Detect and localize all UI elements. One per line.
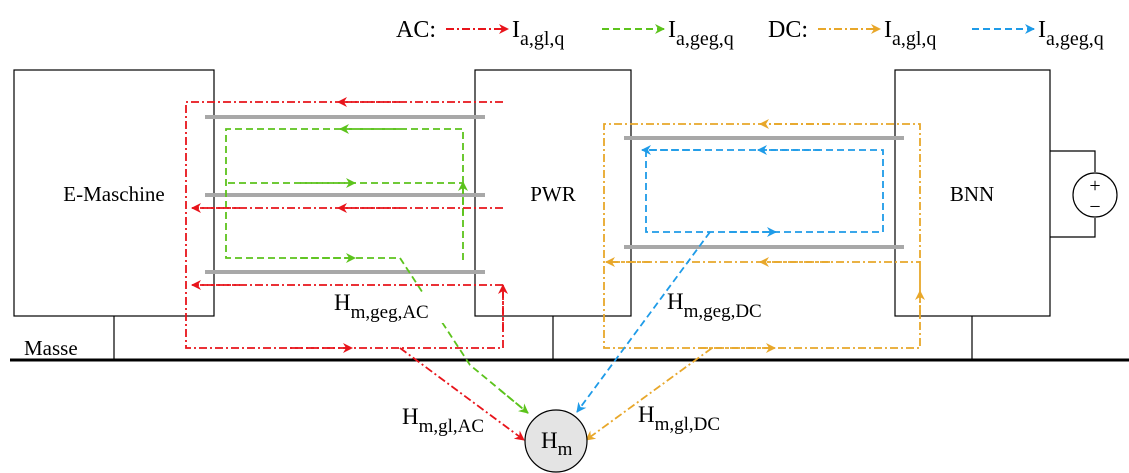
dc-gl-current: [585, 119, 925, 441]
battery-source: + −: [1050, 150, 1118, 238]
dc-gl-path: [603, 123, 921, 349]
dc-gl-arrow-to-hm: [585, 347, 713, 441]
legend-ac-label: AC:: [396, 17, 436, 43]
h-m-gl-dc-label: Hm,gl,DC: [638, 402, 720, 435]
h-m-gl-ac-label: Hm,gl,AC: [402, 404, 484, 437]
blocks: E-Maschine PWR BNN + − Masse: [10, 69, 1129, 362]
legend-ac-gl-text: Ia,gl,q: [512, 17, 564, 50]
pwr-label: PWR: [530, 182, 576, 206]
conductors: [205, 115, 904, 274]
dc-geg-current: [576, 145, 884, 413]
legend-ac-geg-text: Ia,geg,q: [668, 17, 734, 50]
bnn-label: BNN: [950, 182, 994, 206]
dc-geg-arrow-to-hm: [576, 231, 711, 413]
h-m-geg-ac-label: Hm,geg,AC: [334, 290, 429, 323]
legend-i-symbol: I: [668, 17, 676, 43]
legend-sub-gl: a,gl,q: [520, 28, 564, 50]
battery-plus: +: [1089, 175, 1100, 197]
geg-ac-label-bg: [332, 293, 464, 323]
ac-geg-path: [225, 128, 529, 414]
legend-sub-geg: a,geg,q: [676, 28, 734, 50]
legend-sub-geg: a,geg,q: [1046, 28, 1104, 50]
legend-dc-gl-text: Ia,gl,q: [884, 17, 936, 50]
battery-source-icon: [1072, 172, 1118, 218]
battery-minus: −: [1089, 196, 1100, 218]
legend-dc-label: DC:: [768, 17, 808, 43]
legend-i-symbol: I: [884, 17, 892, 43]
hm-label: Hm: [541, 428, 573, 460]
ac-geg-current: [225, 124, 529, 414]
ac-geg-arrow-to-hm: [499, 389, 529, 414]
h-labels: Hm,geg,AC Hm,geg,DC Hm,gl,AC Hm,gl,DC: [332, 289, 762, 437]
h-m-geg-dc-label: Hm,geg,DC: [667, 289, 762, 322]
dc-geg-path: [645, 149, 884, 233]
masse-label: Masse: [24, 336, 78, 360]
ac-gl-current: [185, 97, 525, 441]
emaschine-label: E-Maschine: [63, 182, 164, 206]
legend: AC: Ia,gl,q Ia,geg,q DC: Ia,gl,q Ia,geg,…: [396, 17, 1104, 50]
legend-sub-gl: a,gl,q: [892, 28, 936, 50]
legend-dc-geg-text: Ia,geg,q: [1038, 17, 1104, 50]
ac-gl-arrow-to-hm: [399, 347, 525, 441]
legend-i-symbol: I: [512, 17, 520, 43]
hm-node: [524, 409, 588, 473]
legend-i-symbol: I: [1038, 17, 1046, 43]
